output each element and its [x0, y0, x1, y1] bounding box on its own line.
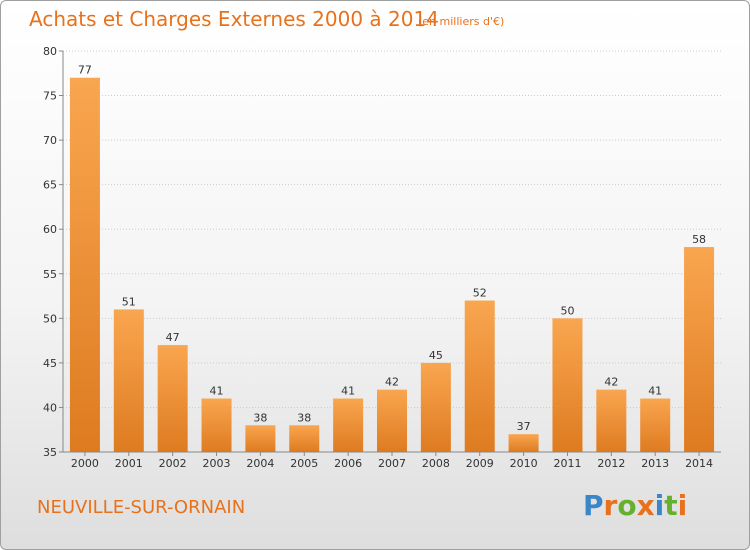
bar	[464, 300, 495, 452]
axes	[62, 51, 721, 453]
value-label: 51	[122, 295, 136, 308]
x-tick-label: 2012	[597, 457, 625, 470]
bar	[684, 247, 715, 452]
value-label: 41	[648, 385, 662, 398]
x-tick-label: 2000	[71, 457, 99, 470]
y-tick-label: 40	[43, 401, 57, 414]
value-label: 41	[341, 385, 355, 398]
value-label: 38	[253, 411, 267, 424]
bar	[157, 345, 188, 452]
x-tick-label: 2009	[466, 457, 494, 470]
value-label: 38	[297, 411, 311, 424]
logo-letter: o	[617, 489, 637, 522]
y-tick-label: 70	[43, 134, 57, 147]
value-label: 42	[604, 376, 618, 389]
bar	[113, 309, 144, 452]
x-tick-label: 2013	[641, 457, 669, 470]
x-tick-label: 2011	[553, 457, 581, 470]
bars: 77 51 47 41 38 38 41 42 45 52 37 50 42 41 58	[69, 64, 715, 452]
y-tick-label: 50	[43, 312, 57, 325]
bar	[377, 389, 407, 452]
x-tick-label: 2004	[246, 457, 274, 470]
bar	[69, 77, 100, 452]
x-tick-label: 2002	[159, 457, 187, 470]
y-tick-label: 75	[43, 90, 57, 103]
logo-letter: i	[677, 489, 688, 522]
y-tick-label: 55	[43, 268, 57, 281]
bar	[420, 362, 451, 452]
proxiti-logo: Proxiti	[583, 489, 687, 522]
value-label: 77	[78, 64, 92, 77]
value-label: 45	[429, 349, 443, 362]
x-tick-label: 2005	[290, 457, 318, 470]
x-tick-label: 2001	[115, 457, 143, 470]
bar	[289, 425, 320, 452]
bar	[640, 398, 671, 452]
bar	[201, 398, 232, 452]
bar	[596, 389, 627, 452]
bar	[333, 398, 364, 452]
x-axis-ticks: 2000 2001 2002 2003 2004 2005 2006 2007 2008 2009…	[71, 452, 713, 470]
y-tick-label: 60	[43, 223, 57, 236]
x-tick-label: 2014	[685, 457, 713, 470]
chart-title: Achats et Charges Externes 2000 à 2014	[29, 7, 439, 31]
y-tick-label: 45	[43, 357, 57, 370]
value-label: 58	[692, 233, 706, 246]
y-tick-label: 80	[43, 45, 57, 58]
x-tick-label: 2008	[422, 457, 450, 470]
x-tick-label: 2003	[203, 457, 231, 470]
logo-letter: i	[654, 489, 665, 522]
logo-letter: x	[636, 489, 655, 522]
commune-name: NEUVILLE-SUR-ORNAIN	[37, 497, 246, 518]
x-tick-label: 2006	[334, 457, 362, 470]
value-label: 42	[385, 376, 399, 389]
logo-letter: r	[603, 489, 618, 522]
bar	[508, 434, 539, 452]
y-tick-label: 35	[43, 446, 57, 459]
value-label: 37	[517, 420, 531, 433]
value-label: 41	[210, 385, 224, 398]
value-label: 52	[473, 287, 487, 300]
bar	[552, 318, 583, 452]
bar	[245, 425, 276, 452]
logo-letter: t	[664, 489, 678, 522]
x-tick-label: 2007	[378, 457, 406, 470]
chart-subtitle: (en milliers d'€)	[418, 15, 505, 28]
logo-letter: P	[583, 489, 604, 522]
x-tick-label: 2010	[510, 457, 538, 470]
value-label: 50	[560, 304, 574, 317]
y-tick-label: 65	[43, 179, 57, 192]
y-axis-ticks: 35 40 45 50 55 60 65 70 75 80	[43, 45, 63, 459]
value-label: 47	[166, 331, 180, 344]
